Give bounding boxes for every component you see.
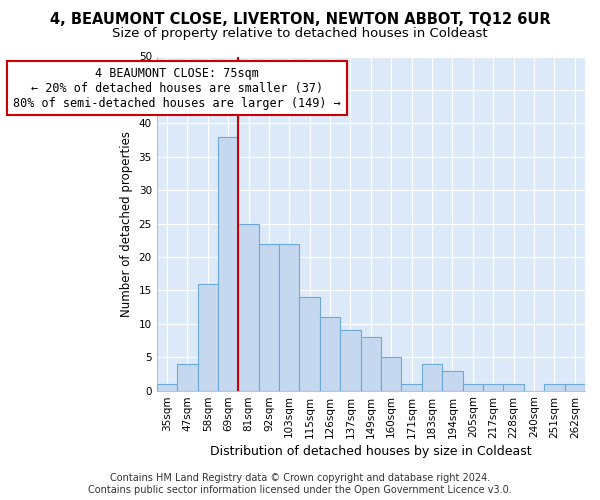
Bar: [503, 384, 524, 390]
Bar: [361, 337, 381, 390]
Bar: [340, 330, 361, 390]
Bar: [401, 384, 422, 390]
Bar: [157, 384, 177, 390]
Text: Contains HM Land Registry data © Crown copyright and database right 2024.
Contai: Contains HM Land Registry data © Crown c…: [88, 474, 512, 495]
Bar: [259, 244, 279, 390]
Bar: [544, 384, 565, 390]
Text: 4, BEAUMONT CLOSE, LIVERTON, NEWTON ABBOT, TQ12 6UR: 4, BEAUMONT CLOSE, LIVERTON, NEWTON ABBO…: [50, 12, 550, 28]
Bar: [177, 364, 197, 390]
Bar: [238, 224, 259, 390]
Bar: [565, 384, 585, 390]
Bar: [483, 384, 503, 390]
Bar: [381, 357, 401, 390]
Text: 4 BEAUMONT CLOSE: 75sqm
← 20% of detached houses are smaller (37)
80% of semi-de: 4 BEAUMONT CLOSE: 75sqm ← 20% of detache…: [13, 66, 341, 110]
Text: Size of property relative to detached houses in Coldeast: Size of property relative to detached ho…: [112, 28, 488, 40]
Y-axis label: Number of detached properties: Number of detached properties: [120, 130, 133, 316]
X-axis label: Distribution of detached houses by size in Coldeast: Distribution of detached houses by size …: [210, 444, 532, 458]
Bar: [463, 384, 483, 390]
Bar: [279, 244, 299, 390]
Bar: [422, 364, 442, 390]
Bar: [299, 297, 320, 390]
Bar: [197, 284, 218, 391]
Bar: [442, 370, 463, 390]
Bar: [218, 136, 238, 390]
Bar: [320, 317, 340, 390]
